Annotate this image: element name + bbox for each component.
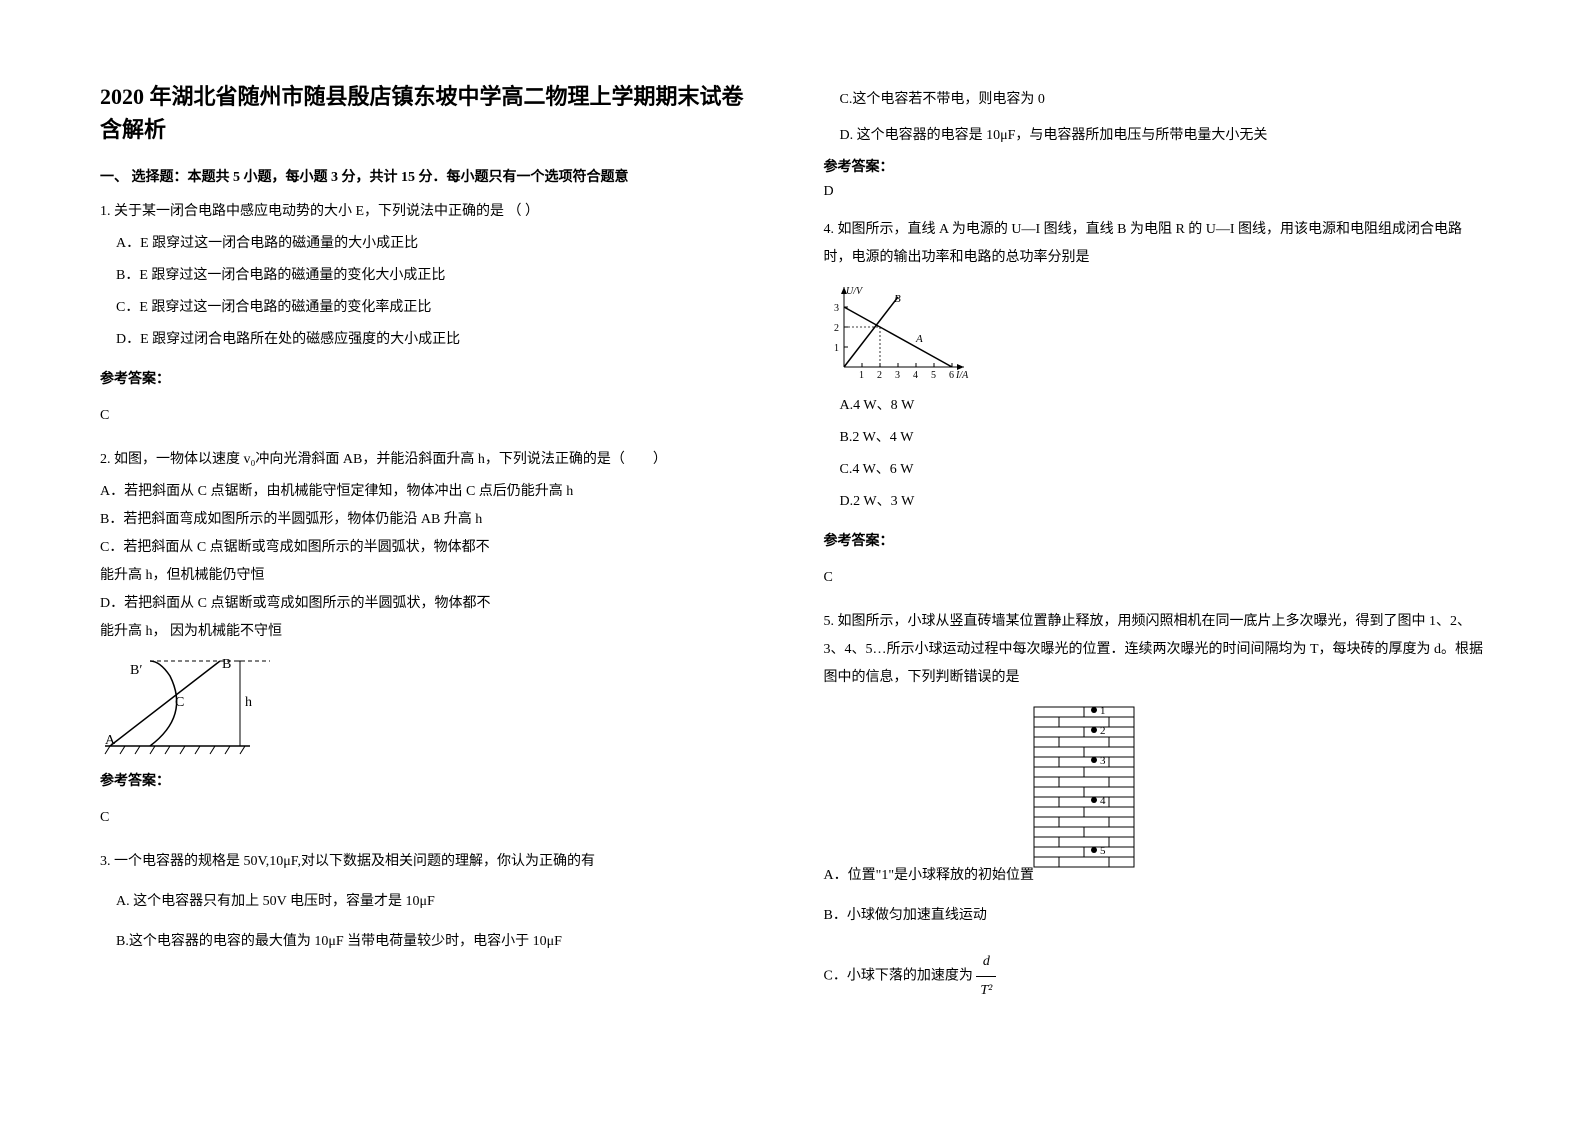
q3-text: 3. 一个电容器的规格是 50V,10μF,对以下数据及相关问题的理解，你认为正… xyxy=(100,848,764,876)
q2-label-a: A xyxy=(105,733,116,748)
q1-option-b: B．E 跟穿过这一闭合电路的磁通量的变化大小成正比 xyxy=(100,262,764,290)
q2-label-b1: B′ xyxy=(130,663,142,678)
q4-figure-graph: 1 2 3 U/V 1 2 3 4 5 6 I/A xyxy=(824,282,974,382)
exam-page: 2020 年湖北省随州市随县殷店镇东坡中学高二物理上学期期末试卷含解析 一、 选… xyxy=(0,0,1587,1057)
left-column: 2020 年湖北省随州市随县殷店镇东坡中学高二物理上学期期末试卷含解析 一、 选… xyxy=(100,80,764,1017)
q5-ball-5: 5 xyxy=(1100,845,1106,857)
q4-answer-label: 参考答案： xyxy=(824,528,1488,556)
q3-option-a: A. 这个电容器只有加上 50V 电压时，容量才是 10μF xyxy=(100,888,764,916)
q4-ylabel: U/V xyxy=(846,286,864,297)
q2-option-a: A．若把斜面从 C 点锯断，由机械能守恒定律知，物体冲出 C 点后仍能升高 h xyxy=(100,478,764,506)
q4-xtick-3: 3 xyxy=(895,370,900,381)
q4-xtick-6: 6 xyxy=(949,370,954,381)
q5-option-c: C．小球下落的加速度为 d T² xyxy=(824,948,1488,1005)
question-5: 5. 如图所示，小球从竖直砖墙某位置静止释放，用频闪照相机在同一底片上多次曝光，… xyxy=(824,608,1488,1005)
q2-label-c: C xyxy=(175,695,184,710)
q4-xtick-1: 1 xyxy=(859,370,864,381)
q2-option-c: C．若把斜面从 C 点锯断或弯成如图所示的半圆弧状，物体都不 xyxy=(100,534,764,562)
q2-option-d2: 能升高 h， 因为机械能不守恒 xyxy=(100,618,764,646)
q4-ytick-2: 2 xyxy=(834,323,839,334)
q5-figure-bricks: 1 2 3 4 5 xyxy=(1024,702,1164,872)
section1-header: 一、 选择题：本题共 5 小题，每小题 3 分，共计 15 分．每小题只有一个选… xyxy=(100,166,764,186)
q4-xtick-5: 5 xyxy=(931,370,936,381)
q2-label-h: h xyxy=(245,695,252,710)
right-column: C.这个电容若不带电，则电容为 0 D. 这个电容器的电容是 10μF，与电容器… xyxy=(824,80,1488,1017)
q3-answer-label: 参考答案： xyxy=(824,156,1488,176)
q1-option-c: C．E 跟穿过这一闭合电路的磁通量的变化率成正比 xyxy=(100,294,764,322)
q2-answer-label: 参考答案： xyxy=(100,768,764,796)
q2-label-b2: B xyxy=(222,657,231,672)
q4-xtick-2: 2 xyxy=(877,370,882,381)
q4-ytick-3: 3 xyxy=(834,303,839,314)
q5-ball-3: 3 xyxy=(1100,755,1106,767)
q5-frac-den: T² xyxy=(976,977,996,1005)
q4-option-d: D.2 W、3 W xyxy=(824,488,1488,516)
q2-figure-incline: B′ B C A h xyxy=(100,656,280,756)
q2-text: 2. 如图，一物体以速度 v₀冲向光滑斜面 AB，并能沿斜面升高 h，下列说法正… xyxy=(100,446,764,474)
q1-option-d: D．E 跟穿过闭合电路所在处的磁感应强度的大小成正比 xyxy=(100,326,764,354)
q5-text: 5. 如图所示，小球从竖直砖墙某位置静止释放，用频闪照相机在同一底片上多次曝光，… xyxy=(824,608,1488,692)
q5-optc-prefix: C．小球下落的加速度为 xyxy=(824,969,977,984)
question-2: 2. 如图，一物体以速度 v₀冲向光滑斜面 AB，并能沿斜面升高 h，下列说法正… xyxy=(100,446,764,832)
q1-answer: C xyxy=(100,402,764,430)
q5-option-b: B．小球做匀加速直线运动 xyxy=(824,902,1488,930)
q4-text: 4. 如图所示，直线 A 为电源的 U—I 图线，直线 B 为电阻 R 的 U—… xyxy=(824,216,1488,272)
q2-answer: C xyxy=(100,804,764,832)
q4-line-a: A xyxy=(915,333,923,345)
q4-xlabel: I/A xyxy=(955,370,969,381)
q4-answer: C xyxy=(824,564,1488,592)
q5-fraction: d T² xyxy=(976,948,996,1005)
q3-option-b: B.这个电容器的电容的最大值为 10μF 当带电荷量较少时，电容小于 10μF xyxy=(100,928,764,956)
q5-ball-1: 1 xyxy=(1100,705,1106,717)
question-3: 3. 一个电容器的规格是 50V,10μF,对以下数据及相关问题的理解，你认为正… xyxy=(100,848,764,956)
q3-option-d: D. 这个电容器的电容是 10μF，与电容器所加电压与所带电量大小无关 xyxy=(824,124,1488,144)
q3-option-c: C.这个电容若不带电，则电容为 0 xyxy=(824,88,1488,108)
q1-answer-label: 参考答案： xyxy=(100,366,764,394)
q3-answer: D xyxy=(824,184,1488,200)
q4-option-b: B.2 W、4 W xyxy=(824,424,1488,452)
q2-option-d: D．若把斜面从 C 点锯断或弯成如图所示的半圆弧状，物体都不 xyxy=(100,590,764,618)
q2-option-c2: 能升高 h，但机械能仍守恒 xyxy=(100,562,764,590)
question-4: 4. 如图所示，直线 A 为电源的 U—I 图线，直线 B 为电阻 R 的 U—… xyxy=(824,216,1488,592)
exam-title: 2020 年湖北省随州市随县殷店镇东坡中学高二物理上学期期末试卷含解析 xyxy=(100,80,764,146)
q1-option-a: A．E 跟穿过这一闭合电路的磁通量的大小成正比 xyxy=(100,230,764,258)
question-1: 1. 关于某一闭合电路中感应电动势的大小 E，下列说法中正确的是 （ ） A．E… xyxy=(100,198,764,430)
q4-option-c: C.4 W、6 W xyxy=(824,456,1488,484)
q1-text: 1. 关于某一闭合电路中感应电动势的大小 E，下列说法中正确的是 （ ） xyxy=(100,198,764,226)
q5-frac-num: d xyxy=(976,948,996,977)
q4-line-b: B xyxy=(894,293,901,305)
q5-ball-2: 2 xyxy=(1100,725,1106,737)
q5-ball-4: 4 xyxy=(1100,795,1106,807)
q4-ytick-1: 1 xyxy=(834,343,839,354)
q4-option-a: A.4 W、8 W xyxy=(824,392,1488,420)
q4-xtick-4: 4 xyxy=(913,370,918,381)
q2-option-b: B．若把斜面弯成如图所示的半圆弧形，物体仍能沿 AB 升高 h xyxy=(100,506,764,534)
